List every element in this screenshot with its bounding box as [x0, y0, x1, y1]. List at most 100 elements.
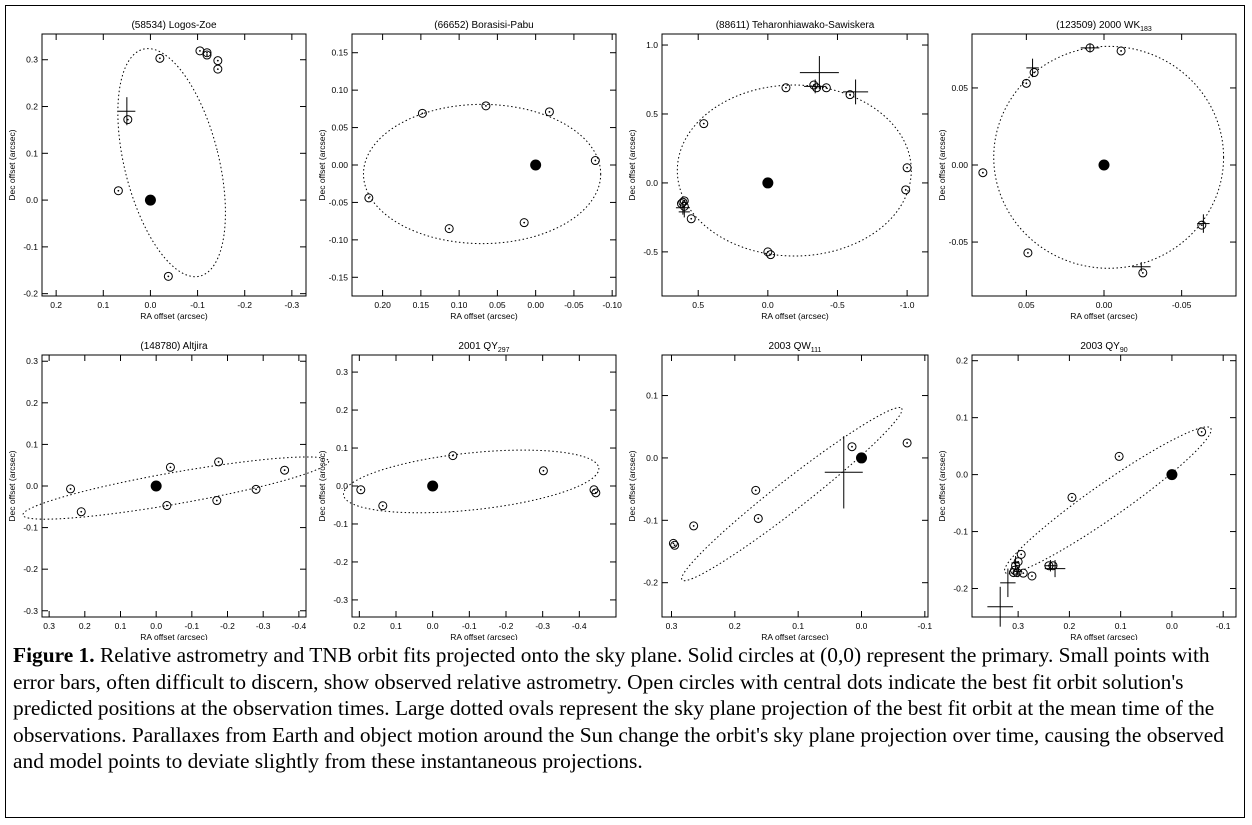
model-point — [763, 247, 773, 257]
x-tick-label: 0.2 — [50, 300, 62, 310]
panel-title-main: (123509) 2000 WK — [1056, 20, 1140, 31]
x-tick-label: 0.15 — [413, 300, 430, 310]
x-tick-label: 0.3 — [43, 621, 55, 631]
y-tick-label: -0.2 — [643, 578, 658, 588]
model-point — [668, 538, 678, 548]
y-tick-label: 0.3 — [336, 367, 348, 377]
model-point — [902, 438, 912, 448]
model-point-center — [1025, 82, 1028, 85]
model-point — [356, 485, 366, 495]
model-point-center — [217, 460, 220, 463]
figure-caption: Figure 1. Relative astrometry and TNB or… — [13, 642, 1241, 775]
x-axis-label: RA offset (arcsec) — [1070, 632, 1138, 640]
model-point — [481, 101, 491, 111]
chart-panel-3: 0.5 0.0 -0.5 -1.0 -0.5 0.0 0.5 1.0 RA offset (ar… — [627, 20, 929, 321]
model-point-center — [1031, 575, 1033, 577]
y-tick-label: 0.10 — [331, 85, 348, 95]
y-tick-label: 0.0 — [26, 481, 38, 491]
model-point — [195, 46, 205, 56]
y-axis-label: Dec offset (arcsec) — [627, 129, 637, 200]
model-point — [444, 224, 454, 234]
y-tick-label: 0.00 — [331, 160, 348, 170]
figure-panels: 0.2 0.1 0.0 -0.1 -0.2 -0.3 -0.2 -0.1 0.0 0.1 0.2 0.… — [7, 20, 1237, 640]
x-tick-label: 0.2 — [79, 621, 91, 631]
primary-dot — [144, 194, 156, 206]
x-tick-label: -0.05 — [564, 300, 584, 310]
chart-panel-7: 0.3 0.2 0.1 0.0 -0.1-0.2-0.10.00.1RA offset … — [627, 341, 932, 640]
y-tick-label: -0.1 — [23, 242, 38, 252]
model-point-center — [381, 504, 384, 507]
model-point-center — [215, 499, 218, 502]
x-tick-label: -0.2 — [237, 300, 252, 310]
y-tick-label: 0.1 — [26, 148, 38, 158]
y-tick-label: 0.0 — [956, 470, 968, 480]
y-tick-label: -0.5 — [643, 247, 658, 257]
model-point-center — [216, 59, 219, 62]
model-point — [670, 540, 680, 550]
primary-dot — [1166, 469, 1178, 481]
y-tick-label: 0.2 — [26, 398, 38, 408]
x-tick-label: 0.1 — [390, 621, 402, 631]
model-point-center — [158, 57, 161, 60]
model-point — [417, 108, 427, 118]
panel-title: 2001 QY297 — [458, 341, 509, 354]
panel-title: (148780) Altjira — [140, 341, 208, 352]
model-point-center — [906, 166, 909, 169]
model-point — [812, 83, 822, 93]
model-point — [378, 501, 388, 511]
model-point — [699, 119, 709, 129]
model-point — [1012, 568, 1022, 578]
x-tick-label: 0.0 — [1166, 621, 1178, 631]
x-axis-label: RA offset (arcsec) — [450, 632, 518, 640]
model-point — [448, 451, 458, 461]
model-point — [214, 457, 224, 467]
chart-panel-6: 0.2 0.1 0.0 -0.1 -0.2 -0.3 -0.4 -0.3 -0.2 -0.1 0.0… — [317, 341, 617, 640]
model-point-center — [754, 489, 757, 492]
model-point — [364, 193, 374, 203]
x-tick-label: 0.3 — [666, 621, 678, 631]
y-axis-label: Dec offset (arcsec) — [317, 450, 327, 521]
y-axis-label: Dec offset (arcsec) — [7, 129, 17, 200]
model-point — [538, 466, 548, 476]
model-point-center — [1022, 572, 1025, 575]
model-point — [202, 48, 212, 58]
primary-dot — [150, 480, 162, 492]
x-tick-label: -0.1 — [190, 300, 205, 310]
plot-frame — [351, 354, 617, 618]
y-tick-label: -0.2 — [23, 289, 38, 299]
y-tick-label: -0.1 — [643, 515, 658, 525]
model-point-center — [672, 542, 675, 545]
model-point-center — [485, 104, 487, 107]
x-tick-label: 0.3 — [1012, 621, 1024, 631]
orbit-ellipse — [22, 456, 330, 520]
model-point — [809, 80, 819, 90]
panel-title: 2003 QY90 — [1080, 341, 1127, 354]
model-point — [1016, 549, 1026, 559]
model-point-center — [367, 197, 370, 199]
y-tick-label: -0.2 — [23, 564, 38, 574]
model-point-center — [1027, 251, 1029, 254]
y-tick-label: 0.2 — [336, 405, 348, 415]
model-point-center — [769, 253, 772, 256]
y-tick-label: 0.0 — [26, 195, 38, 205]
model-point-center — [169, 466, 172, 469]
plot-frame — [661, 354, 929, 618]
x-tick-label: 0.10 — [451, 300, 468, 310]
panel-title: 2003 QW111 — [769, 341, 822, 354]
x-tick-label: 0.1 — [97, 300, 109, 310]
model-point-center — [702, 122, 705, 125]
orbit-ellipse — [676, 84, 912, 257]
plot-frame — [41, 33, 307, 297]
y-axis-label: Dec offset (arcsec) — [7, 450, 17, 521]
y-tick-label: 0.05 — [331, 123, 348, 133]
x-tick-label: -0.2 — [220, 621, 235, 631]
y-tick-label: -0.3 — [333, 595, 348, 605]
x-tick-label: 0.0 — [856, 621, 868, 631]
model-point — [519, 218, 529, 228]
model-point-center — [421, 112, 424, 115]
model-point-center — [80, 510, 83, 513]
panel-title-subscript: 90 — [1120, 347, 1128, 354]
y-tick-label: 0.05 — [951, 83, 968, 93]
model-point-center — [69, 488, 72, 490]
model-point — [590, 156, 600, 166]
